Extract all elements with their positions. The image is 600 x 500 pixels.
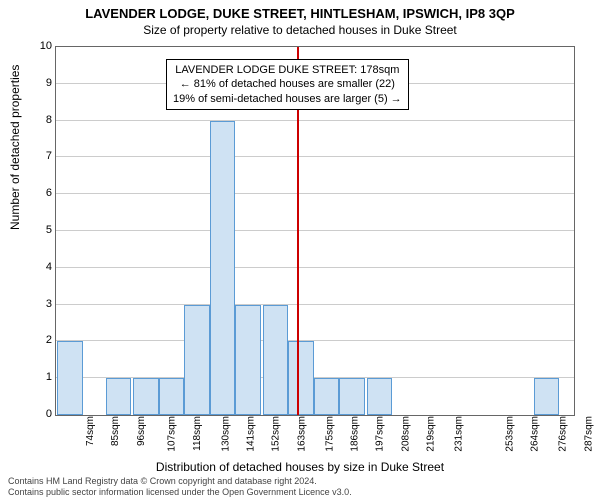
annotation-box: LAVENDER LODGE DUKE STREET: 178sqm ← 81%… <box>166 59 409 110</box>
x-tick-label: 152sqm <box>271 416 282 452</box>
x-tick-label: 197sqm <box>375 416 386 452</box>
y-tick-label: 6 <box>36 187 52 199</box>
annotation-line: 19% of semi-detached houses are larger (… <box>173 92 402 106</box>
footer-line: Contains HM Land Registry data © Crown c… <box>8 476 352 487</box>
x-tick-label: 175sqm <box>324 416 335 452</box>
footer-attribution: Contains HM Land Registry data © Crown c… <box>8 476 352 498</box>
bar <box>235 305 260 415</box>
bar <box>367 378 392 415</box>
y-tick-label: 3 <box>36 298 52 310</box>
gridline <box>56 267 574 268</box>
plot-area: LAVENDER LODGE DUKE STREET: 178sqm ← 81%… <box>55 46 575 416</box>
x-tick-label: 141sqm <box>246 416 257 452</box>
x-tick-label: 186sqm <box>350 416 361 452</box>
gridline <box>56 230 574 231</box>
x-tick-label: 208sqm <box>400 416 411 452</box>
annotation-line: LAVENDER LODGE DUKE STREET: 178sqm <box>173 63 402 77</box>
page-title: LAVENDER LODGE, DUKE STREET, HINTLESHAM,… <box>0 0 600 21</box>
y-tick-label: 8 <box>36 114 52 126</box>
x-tick-label: 96sqm <box>136 416 147 446</box>
x-tick-label: 231sqm <box>454 416 465 452</box>
bar <box>314 378 339 415</box>
x-tick-label: 163sqm <box>296 416 307 452</box>
gridline <box>56 120 574 121</box>
bar <box>106 378 131 415</box>
x-tick-label: 219sqm <box>426 416 437 452</box>
chart-container: LAVENDER LODGE, DUKE STREET, HINTLESHAM,… <box>0 0 600 500</box>
gridline <box>56 156 574 157</box>
bar <box>133 378 158 415</box>
y-tick-label: 0 <box>36 408 52 420</box>
gridline <box>56 193 574 194</box>
bar <box>210 121 235 415</box>
y-tick-label: 1 <box>36 371 52 383</box>
y-tick-label: 10 <box>36 40 52 52</box>
bar <box>263 305 288 415</box>
bar <box>534 378 559 415</box>
bar <box>159 378 184 415</box>
x-tick-label: 118sqm <box>192 416 203 451</box>
x-tick-label: 276sqm <box>558 416 569 452</box>
y-axis-label: Number of detached properties <box>8 65 22 230</box>
x-axis-label: Distribution of detached houses by size … <box>0 460 600 474</box>
bar <box>288 341 313 415</box>
y-tick-label: 9 <box>36 77 52 89</box>
y-tick-label: 7 <box>36 150 52 162</box>
y-tick-label: 2 <box>36 334 52 346</box>
footer-line: Contains public sector information licen… <box>8 487 352 498</box>
x-tick-label: 130sqm <box>220 416 231 452</box>
gridline <box>56 340 574 341</box>
x-tick-label: 107sqm <box>167 416 178 452</box>
bar <box>339 378 364 415</box>
x-tick-label: 287sqm <box>583 416 594 452</box>
x-tick-label: 264sqm <box>530 416 541 452</box>
chart-subtitle: Size of property relative to detached ho… <box>0 23 600 37</box>
y-tick-label: 5 <box>36 224 52 236</box>
x-tick-label: 85sqm <box>110 416 121 446</box>
x-tick-label: 74sqm <box>85 416 96 446</box>
bar <box>57 341 82 415</box>
x-tick-label: 253sqm <box>505 416 516 452</box>
annotation-line: ← 81% of detached houses are smaller (22… <box>173 77 402 91</box>
bar <box>184 305 209 415</box>
gridline <box>56 304 574 305</box>
y-tick-label: 4 <box>36 261 52 273</box>
